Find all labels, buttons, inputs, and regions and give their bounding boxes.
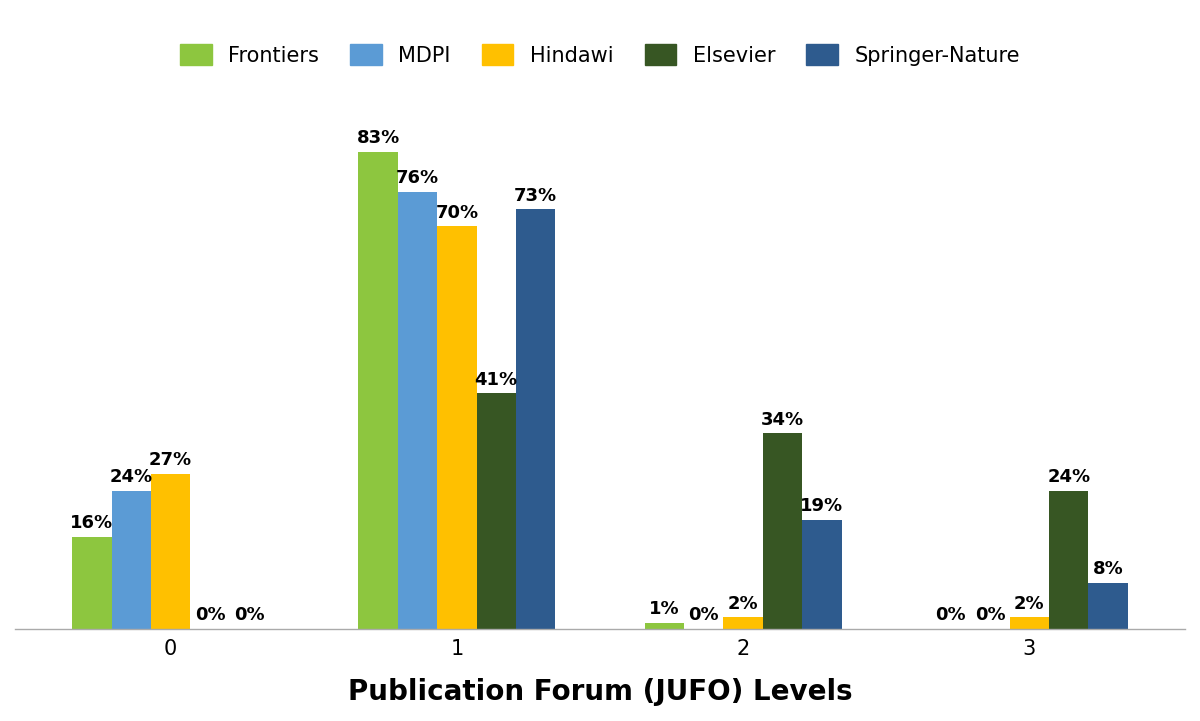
Text: 70%: 70% [436,204,479,222]
Bar [112,491,151,629]
Text: 19%: 19% [800,497,844,515]
Text: 0%: 0% [935,606,966,624]
Bar [1009,617,1049,629]
Text: 0%: 0% [194,606,226,624]
Bar [802,520,841,629]
Text: 24%: 24% [109,468,152,486]
Text: 16%: 16% [71,514,114,532]
Text: 41%: 41% [475,371,518,389]
Bar [763,433,802,629]
Text: 73%: 73% [514,187,557,205]
Text: 0%: 0% [234,606,265,624]
Legend: Frontiers, MDPI, Hindawi, Elsevier, Springer-Nature: Frontiers, MDPI, Hindawi, Elsevier, Spri… [172,35,1028,74]
Bar [359,151,398,629]
Bar [1088,583,1128,629]
Bar [151,474,191,629]
Bar [476,393,516,629]
Bar [724,617,763,629]
Bar [437,226,476,629]
Text: 76%: 76% [396,169,439,187]
Text: 2%: 2% [728,595,758,613]
Text: 8%: 8% [1093,560,1123,578]
Text: 34%: 34% [761,411,804,429]
Text: 83%: 83% [356,129,400,147]
Bar [1049,491,1088,629]
Bar [398,192,437,629]
Bar [72,537,112,629]
Bar [644,623,684,629]
Text: 2%: 2% [1014,595,1045,613]
Bar [516,209,556,629]
Text: 27%: 27% [149,451,192,469]
Text: 24%: 24% [1048,468,1091,486]
X-axis label: Publication Forum (JUFO) Levels: Publication Forum (JUFO) Levels [348,678,852,706]
Text: 0%: 0% [689,606,719,624]
Text: 0%: 0% [974,606,1006,624]
Text: 1%: 1% [649,601,679,619]
